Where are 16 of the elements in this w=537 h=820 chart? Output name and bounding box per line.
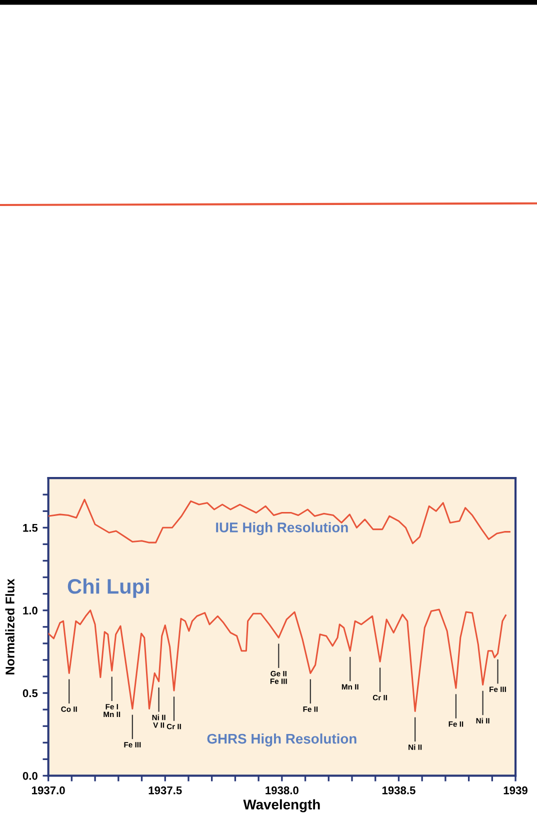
- x-tick-label: 1937.5: [148, 786, 182, 794]
- x-tick-label: 1938.5: [382, 786, 416, 794]
- x-axis-title: Wavelength: [243, 799, 320, 812]
- y-tick-label: 1.5: [23, 524, 38, 532]
- y-axis-title: Normalized Flux: [5, 578, 14, 674]
- series-label: IUE High Resolution: [216, 522, 348, 536]
- annotation: GHRS High Resolution: [207, 733, 356, 747]
- x-tick-label: 1937.0: [32, 786, 65, 794]
- annotation: Chi Lupi: [68, 578, 149, 598]
- y-tick-label: 0.0: [22, 772, 38, 780]
- y-tick-label: 1.0: [23, 606, 38, 614]
- x-tick-label: 1938.0: [266, 786, 298, 794]
- y-tick-label: 0.5: [22, 689, 38, 698]
- x-tick-label: 1939: [504, 786, 528, 794]
- line-series: [48, 498, 510, 544]
- line-series: [48, 608, 506, 712]
